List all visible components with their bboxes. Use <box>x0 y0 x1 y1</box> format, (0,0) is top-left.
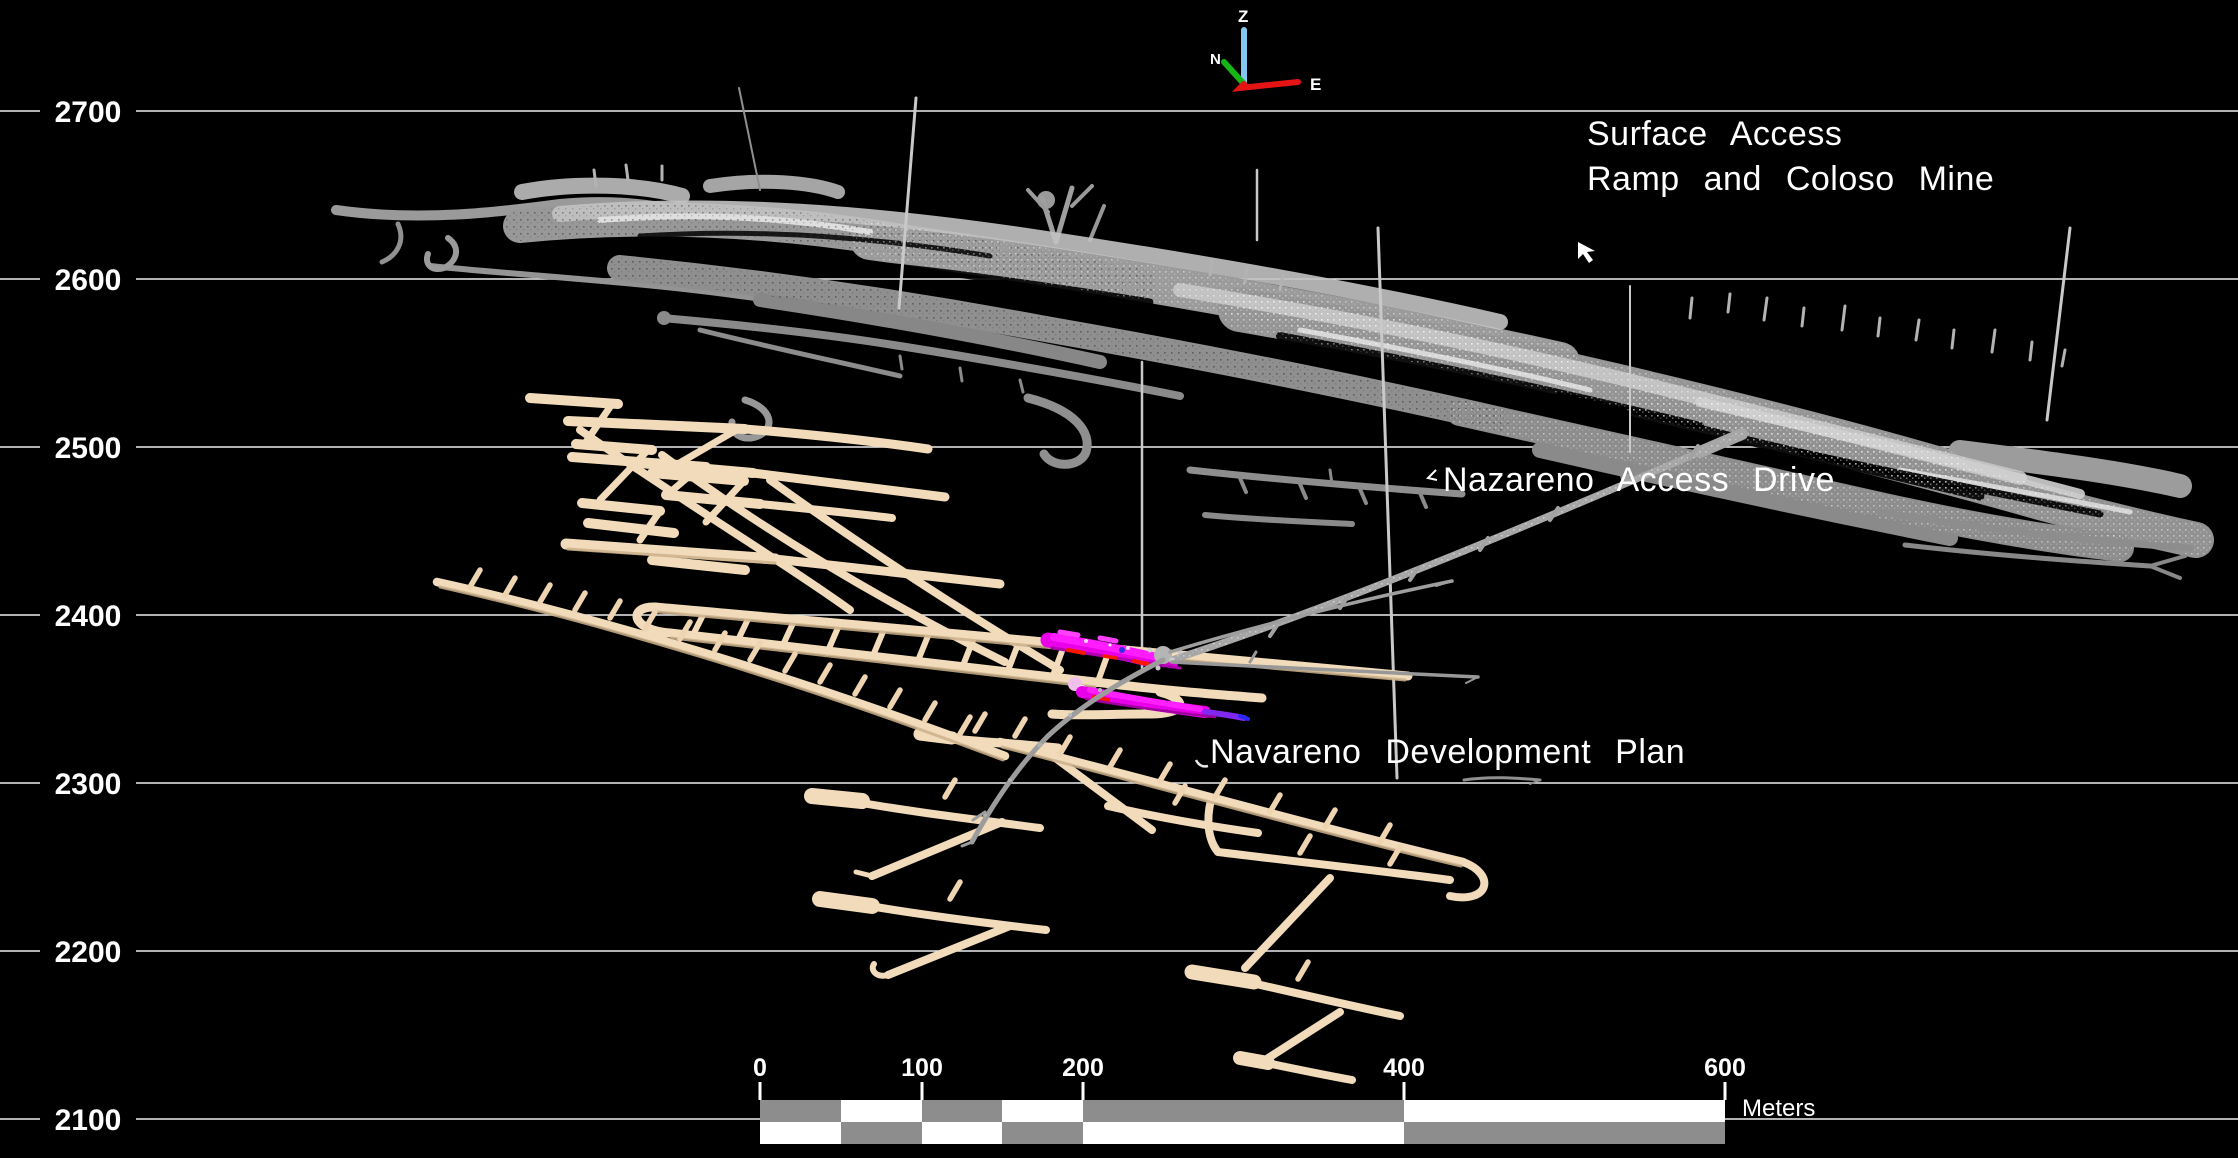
label-anchor-mark-2 <box>1194 759 1209 768</box>
axis-triad-icon: Z N E <box>1210 7 1321 94</box>
axis-n-label: N <box>1210 51 1221 68</box>
scale-tick-100: 100 <box>901 1054 943 1082</box>
label-anchor-mark <box>1426 469 1438 481</box>
scale-tick-0: 0 <box>753 1054 767 1082</box>
elevation-axis: 2700 2600 2500 2400 2300 2200 2100 <box>40 94 136 1137</box>
elevation-label-2100: 2100 <box>55 1104 122 1137</box>
axis-z-label: Z <box>1238 7 1248 26</box>
label-surface-access-line1: Surface Access <box>1587 115 1842 153</box>
scale-tick-600: 600 <box>1704 1054 1746 1082</box>
vertical-raises <box>897 96 2072 780</box>
elevation-label-2400: 2400 <box>55 600 122 633</box>
label-navareno-development-plan: Navareno Development Plan <box>1210 733 1685 771</box>
scale-bar-ticks <box>758 1082 1727 1100</box>
elevation-label-2200: 2200 <box>55 936 122 969</box>
coloso-mine-structure <box>331 87 2214 580</box>
label-nazareno-access-drive: Nazareno Access Drive <box>1443 461 1835 499</box>
nazareno-access-drive-structure <box>960 428 1748 848</box>
scale-unit-label: Meters <box>1742 1095 1815 1122</box>
elevation-label-2500: 2500 <box>55 432 122 465</box>
elevation-label-2700: 2700 <box>55 96 122 129</box>
ore-zone-upper <box>1040 629 1182 670</box>
scale-bar: 0 100 200 400 600 Meters <box>753 1054 1815 1144</box>
scale-tick-200: 200 <box>1062 1054 1104 1082</box>
elevation-label-2600: 2600 <box>55 264 122 297</box>
mouse-cursor-icon <box>1578 242 1595 263</box>
label-surface-access-line2: Ramp and Coloso Mine <box>1587 160 1994 198</box>
elevation-label-2300: 2300 <box>55 768 122 801</box>
navareno-development-structure <box>432 393 1489 1084</box>
axis-e-label: E <box>1310 75 1321 94</box>
annotations: Surface Access Ramp and Coloso Mine Naza… <box>1194 115 1994 771</box>
scale-tick-400: 400 <box>1383 1054 1425 1082</box>
